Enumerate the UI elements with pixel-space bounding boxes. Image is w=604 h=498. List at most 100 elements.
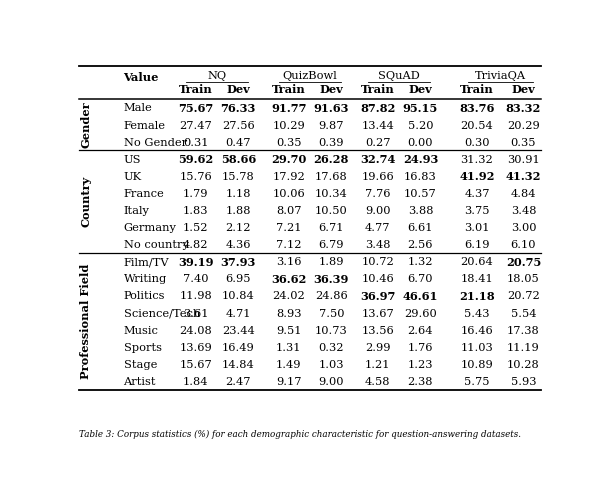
Text: 2.47: 2.47 xyxy=(225,377,251,387)
Text: 0.27: 0.27 xyxy=(365,137,391,147)
Text: 37.93: 37.93 xyxy=(220,257,256,268)
Text: 3.61: 3.61 xyxy=(183,309,208,319)
Text: 16.83: 16.83 xyxy=(404,172,437,182)
Text: 4.82: 4.82 xyxy=(183,240,208,250)
Text: No Gender: No Gender xyxy=(124,137,187,147)
Text: 4.58: 4.58 xyxy=(365,377,391,387)
Text: 36.39: 36.39 xyxy=(313,274,349,285)
Text: Train: Train xyxy=(272,84,306,95)
Text: 3.00: 3.00 xyxy=(511,223,536,233)
Text: Dev: Dev xyxy=(408,84,432,95)
Text: 18.41: 18.41 xyxy=(461,274,493,284)
Text: Dev: Dev xyxy=(512,84,535,95)
Text: 24.08: 24.08 xyxy=(179,326,212,336)
Text: 6.71: 6.71 xyxy=(318,223,344,233)
Text: 10.46: 10.46 xyxy=(361,274,394,284)
Text: 76.33: 76.33 xyxy=(220,103,256,114)
Text: 5.43: 5.43 xyxy=(464,309,490,319)
Text: 5.54: 5.54 xyxy=(511,309,536,319)
Text: 39.19: 39.19 xyxy=(178,257,213,268)
Text: Value: Value xyxy=(124,72,159,83)
Text: NQ: NQ xyxy=(207,71,226,81)
Text: Writing: Writing xyxy=(124,274,167,284)
Text: QuizBowl: QuizBowl xyxy=(283,71,337,81)
Text: 10.28: 10.28 xyxy=(507,360,540,370)
Text: Dev: Dev xyxy=(226,84,250,95)
Text: Professional Field: Professional Field xyxy=(80,263,91,379)
Text: Germany: Germany xyxy=(124,223,176,233)
Text: 75.67: 75.67 xyxy=(178,103,213,114)
Text: 10.06: 10.06 xyxy=(272,189,305,199)
Text: 20.64: 20.64 xyxy=(461,257,493,267)
Text: 19.66: 19.66 xyxy=(361,172,394,182)
Text: 8.07: 8.07 xyxy=(276,206,301,216)
Text: 4.84: 4.84 xyxy=(511,189,536,199)
Text: 11.98: 11.98 xyxy=(179,291,212,301)
Text: Gender: Gender xyxy=(80,102,91,148)
Text: 6.61: 6.61 xyxy=(408,223,433,233)
Text: 7.50: 7.50 xyxy=(318,309,344,319)
Text: 3.16: 3.16 xyxy=(276,257,301,267)
Text: 10.84: 10.84 xyxy=(222,291,255,301)
Text: France: France xyxy=(124,189,164,199)
Text: SQuAD: SQuAD xyxy=(378,71,420,81)
Text: 36.97: 36.97 xyxy=(360,291,396,302)
Text: 6.95: 6.95 xyxy=(225,274,251,284)
Text: 32.74: 32.74 xyxy=(360,154,396,165)
Text: 87.82: 87.82 xyxy=(360,103,396,114)
Text: 16.49: 16.49 xyxy=(222,343,255,353)
Text: 1.88: 1.88 xyxy=(225,206,251,216)
Text: Science/Tech: Science/Tech xyxy=(124,309,200,319)
Text: 1.32: 1.32 xyxy=(408,257,433,267)
Text: 27.56: 27.56 xyxy=(222,121,255,130)
Text: 11.19: 11.19 xyxy=(507,343,540,353)
Text: 9.00: 9.00 xyxy=(318,377,344,387)
Text: 4.37: 4.37 xyxy=(464,189,490,199)
Text: Male: Male xyxy=(124,104,152,114)
Text: 46.61: 46.61 xyxy=(403,291,438,302)
Text: 26.28: 26.28 xyxy=(313,154,349,165)
Text: 2.12: 2.12 xyxy=(225,223,251,233)
Text: 13.69: 13.69 xyxy=(179,343,212,353)
Text: 2.64: 2.64 xyxy=(408,326,433,336)
Text: 10.72: 10.72 xyxy=(361,257,394,267)
Text: 4.36: 4.36 xyxy=(225,240,251,250)
Text: 3.88: 3.88 xyxy=(408,206,433,216)
Text: 10.57: 10.57 xyxy=(404,189,437,199)
Text: 1.18: 1.18 xyxy=(225,189,251,199)
Text: 0.47: 0.47 xyxy=(225,137,251,147)
Text: 13.44: 13.44 xyxy=(361,121,394,130)
Text: 27.47: 27.47 xyxy=(179,121,212,130)
Text: 7.12: 7.12 xyxy=(276,240,301,250)
Text: 20.29: 20.29 xyxy=(507,121,540,130)
Text: UK: UK xyxy=(124,172,142,182)
Text: 10.73: 10.73 xyxy=(315,326,348,336)
Text: 23.44: 23.44 xyxy=(222,326,255,336)
Text: Table 3: Corpus statistics (%) for each demographic characteristic for question-: Table 3: Corpus statistics (%) for each … xyxy=(79,429,521,439)
Text: 16.46: 16.46 xyxy=(461,326,493,336)
Text: 1.23: 1.23 xyxy=(408,360,433,370)
Text: 6.19: 6.19 xyxy=(464,240,490,250)
Text: 17.92: 17.92 xyxy=(272,172,305,182)
Text: 8.93: 8.93 xyxy=(276,309,301,319)
Text: 6.79: 6.79 xyxy=(318,240,344,250)
Text: Train: Train xyxy=(460,84,494,95)
Text: 1.83: 1.83 xyxy=(183,206,208,216)
Text: 15.76: 15.76 xyxy=(179,172,212,182)
Text: 24.86: 24.86 xyxy=(315,291,348,301)
Text: 91.63: 91.63 xyxy=(313,103,349,114)
Text: 1.03: 1.03 xyxy=(318,360,344,370)
Text: 6.10: 6.10 xyxy=(511,240,536,250)
Text: 7.21: 7.21 xyxy=(276,223,301,233)
Text: US: US xyxy=(124,155,141,165)
Text: 1.52: 1.52 xyxy=(183,223,208,233)
Text: 3.48: 3.48 xyxy=(365,240,391,250)
Text: 1.79: 1.79 xyxy=(183,189,208,199)
Text: 9.17: 9.17 xyxy=(276,377,301,387)
Text: 13.67: 13.67 xyxy=(361,309,394,319)
Text: 20.75: 20.75 xyxy=(506,257,541,268)
Text: 2.99: 2.99 xyxy=(365,343,391,353)
Text: Train: Train xyxy=(179,84,213,95)
Text: 10.34: 10.34 xyxy=(315,189,348,199)
Text: 36.62: 36.62 xyxy=(271,274,306,285)
